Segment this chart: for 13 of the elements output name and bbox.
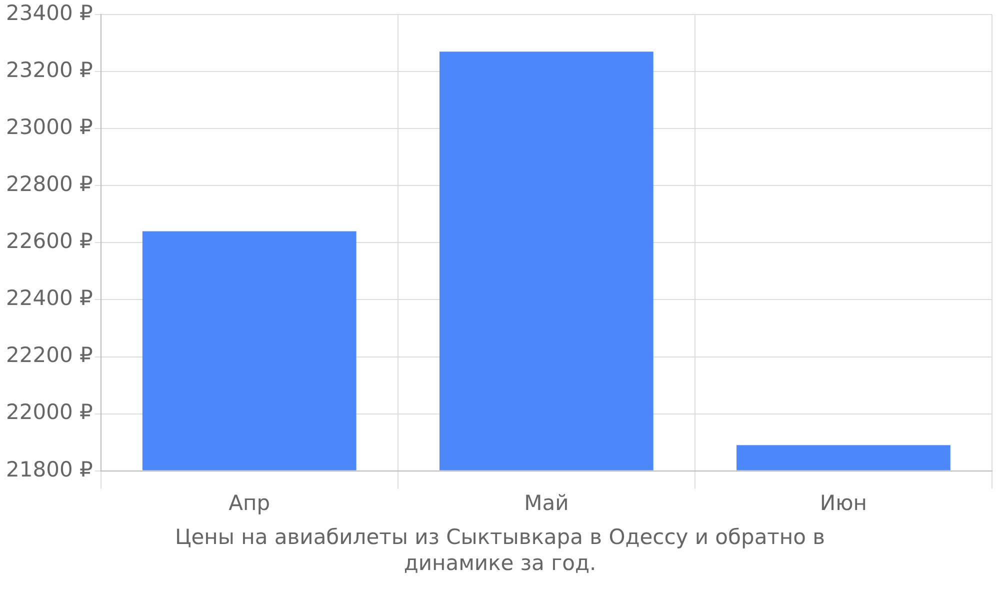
x-tick-label: Июн [820,490,868,515]
y-tick-label: 23200 ₽ [6,58,93,82]
y-tick-label: 22600 ₽ [6,229,93,254]
y-tick-label: 22800 ₽ [6,172,93,196]
y-tick-label: 23400 ₽ [6,1,93,26]
x-tick-label: Апр [228,490,270,515]
y-tick-label: 22400 ₽ [6,286,93,310]
y-tick-label: 22000 ₽ [6,400,93,424]
y-tick-label: 21800 ₽ [6,457,93,482]
y-tick-label: 22200 ₽ [6,343,93,368]
x-tick-label: Май [524,490,569,515]
y-tick-label: 23000 ₽ [6,115,93,140]
text: Цены на авиабилеты из Сыктывкара в Одессу и обратно в динамике за год. [174,524,826,576]
